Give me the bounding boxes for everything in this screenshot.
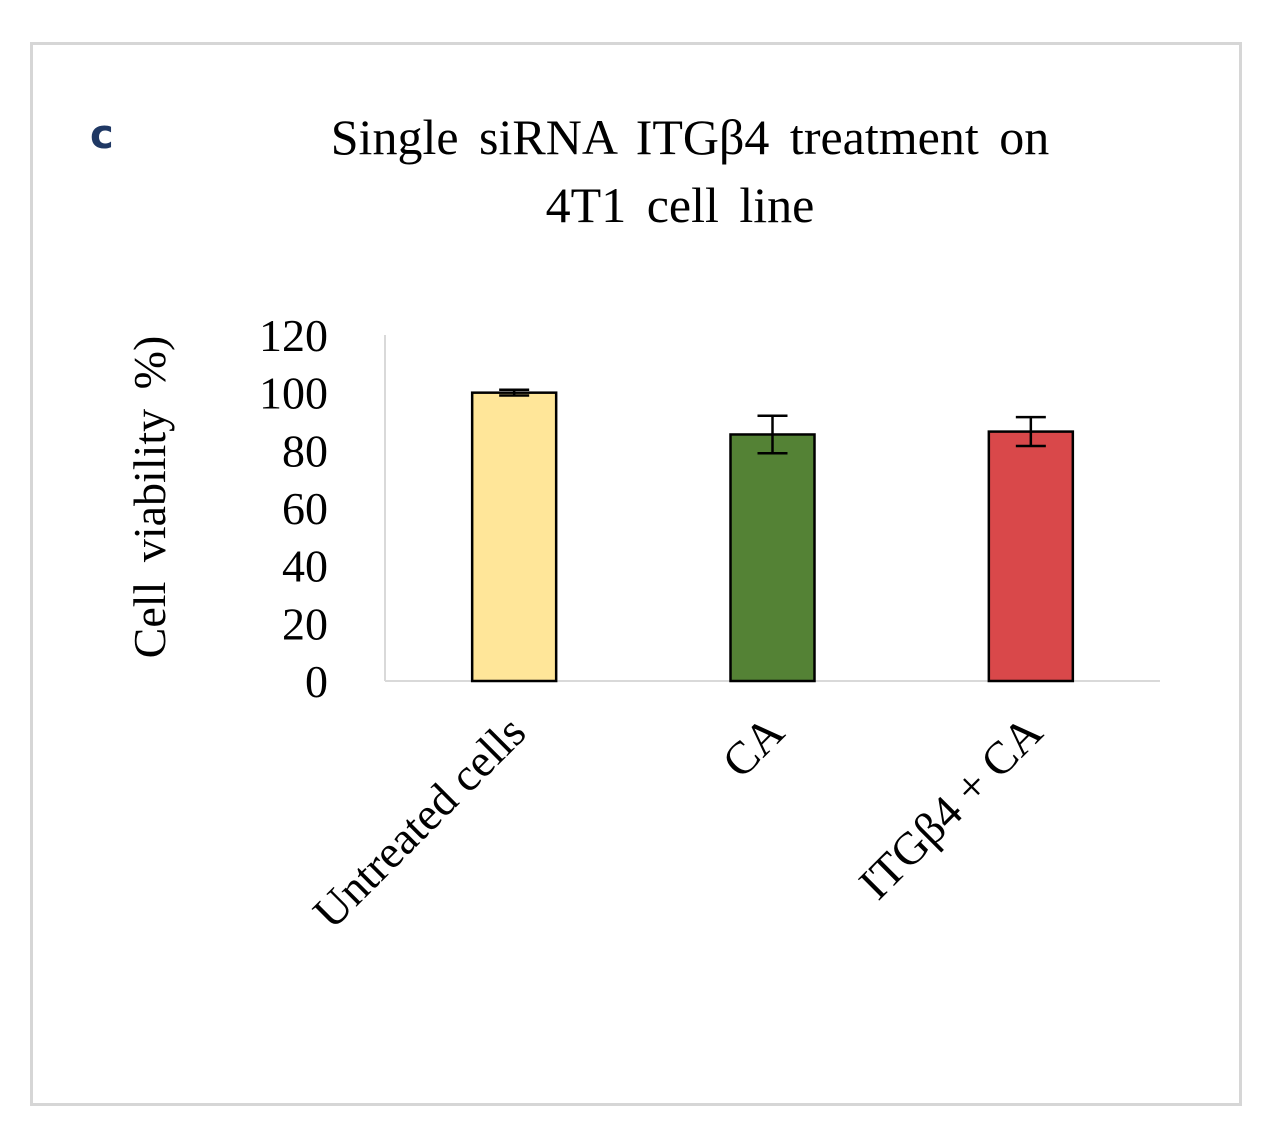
error-bars <box>499 388 1046 455</box>
bars <box>470 391 1075 683</box>
error-bar <box>1015 415 1046 448</box>
chart-title-line-1: Single siRNA ITGβ4 treatment on <box>330 109 1050 165</box>
chart-title-line-2: 4T1 cell line <box>545 177 815 233</box>
y-tick-label: 20 <box>282 598 328 649</box>
category-label: ITGβ4 + CA <box>849 706 1052 909</box>
category-label: Untreated cells <box>303 706 535 938</box>
error-bar <box>499 388 530 397</box>
bar <box>729 433 816 683</box>
y-tick-label: 120 <box>259 310 328 361</box>
bar <box>987 430 1075 683</box>
error-bar <box>757 414 788 455</box>
y-tick-labels: 0 20 40 60 80 100 120 <box>259 310 328 707</box>
category-labels: Untreated cells CA ITGβ4 + CA <box>303 706 1052 938</box>
y-tick-label: 60 <box>282 483 328 534</box>
panel-label: c <box>90 112 114 158</box>
y-tick-label: 40 <box>282 541 328 592</box>
y-tick-label: 100 <box>259 368 328 419</box>
y-tick-label: 0 <box>305 656 328 707</box>
bar <box>470 391 558 683</box>
y-axis-label: Cell viability %) <box>124 336 175 659</box>
y-tick-label: 80 <box>282 425 328 476</box>
category-label: CA <box>712 706 793 787</box>
